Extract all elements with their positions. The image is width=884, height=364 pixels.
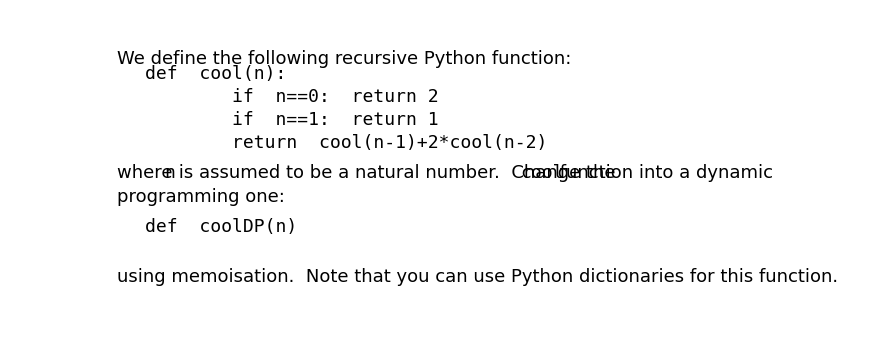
Text: function into a dynamic: function into a dynamic: [553, 164, 773, 182]
Text: where: where: [117, 164, 178, 182]
Text: is assumed to be a natural number.  Change the: is assumed to be a natural number. Chang…: [172, 164, 621, 182]
Text: cool: cool: [520, 164, 563, 182]
Text: def  coolDP(n): def coolDP(n): [145, 218, 298, 236]
Text: return  cool(n-1)+2*cool(n-2): return cool(n-1)+2*cool(n-2): [145, 134, 548, 153]
Text: n: n: [164, 164, 175, 182]
Text: using memoisation.  Note that you can use Python dictionaries for this function.: using memoisation. Note that you can use…: [117, 268, 838, 286]
Text: if  n==0:  return 2: if n==0: return 2: [145, 88, 439, 106]
Text: if  n==1:  return 1: if n==1: return 1: [145, 111, 439, 129]
Text: def  cool(n):: def cool(n):: [145, 65, 286, 83]
Text: programming one:: programming one:: [117, 188, 285, 206]
Text: We define the following recursive Python function:: We define the following recursive Python…: [117, 50, 571, 68]
